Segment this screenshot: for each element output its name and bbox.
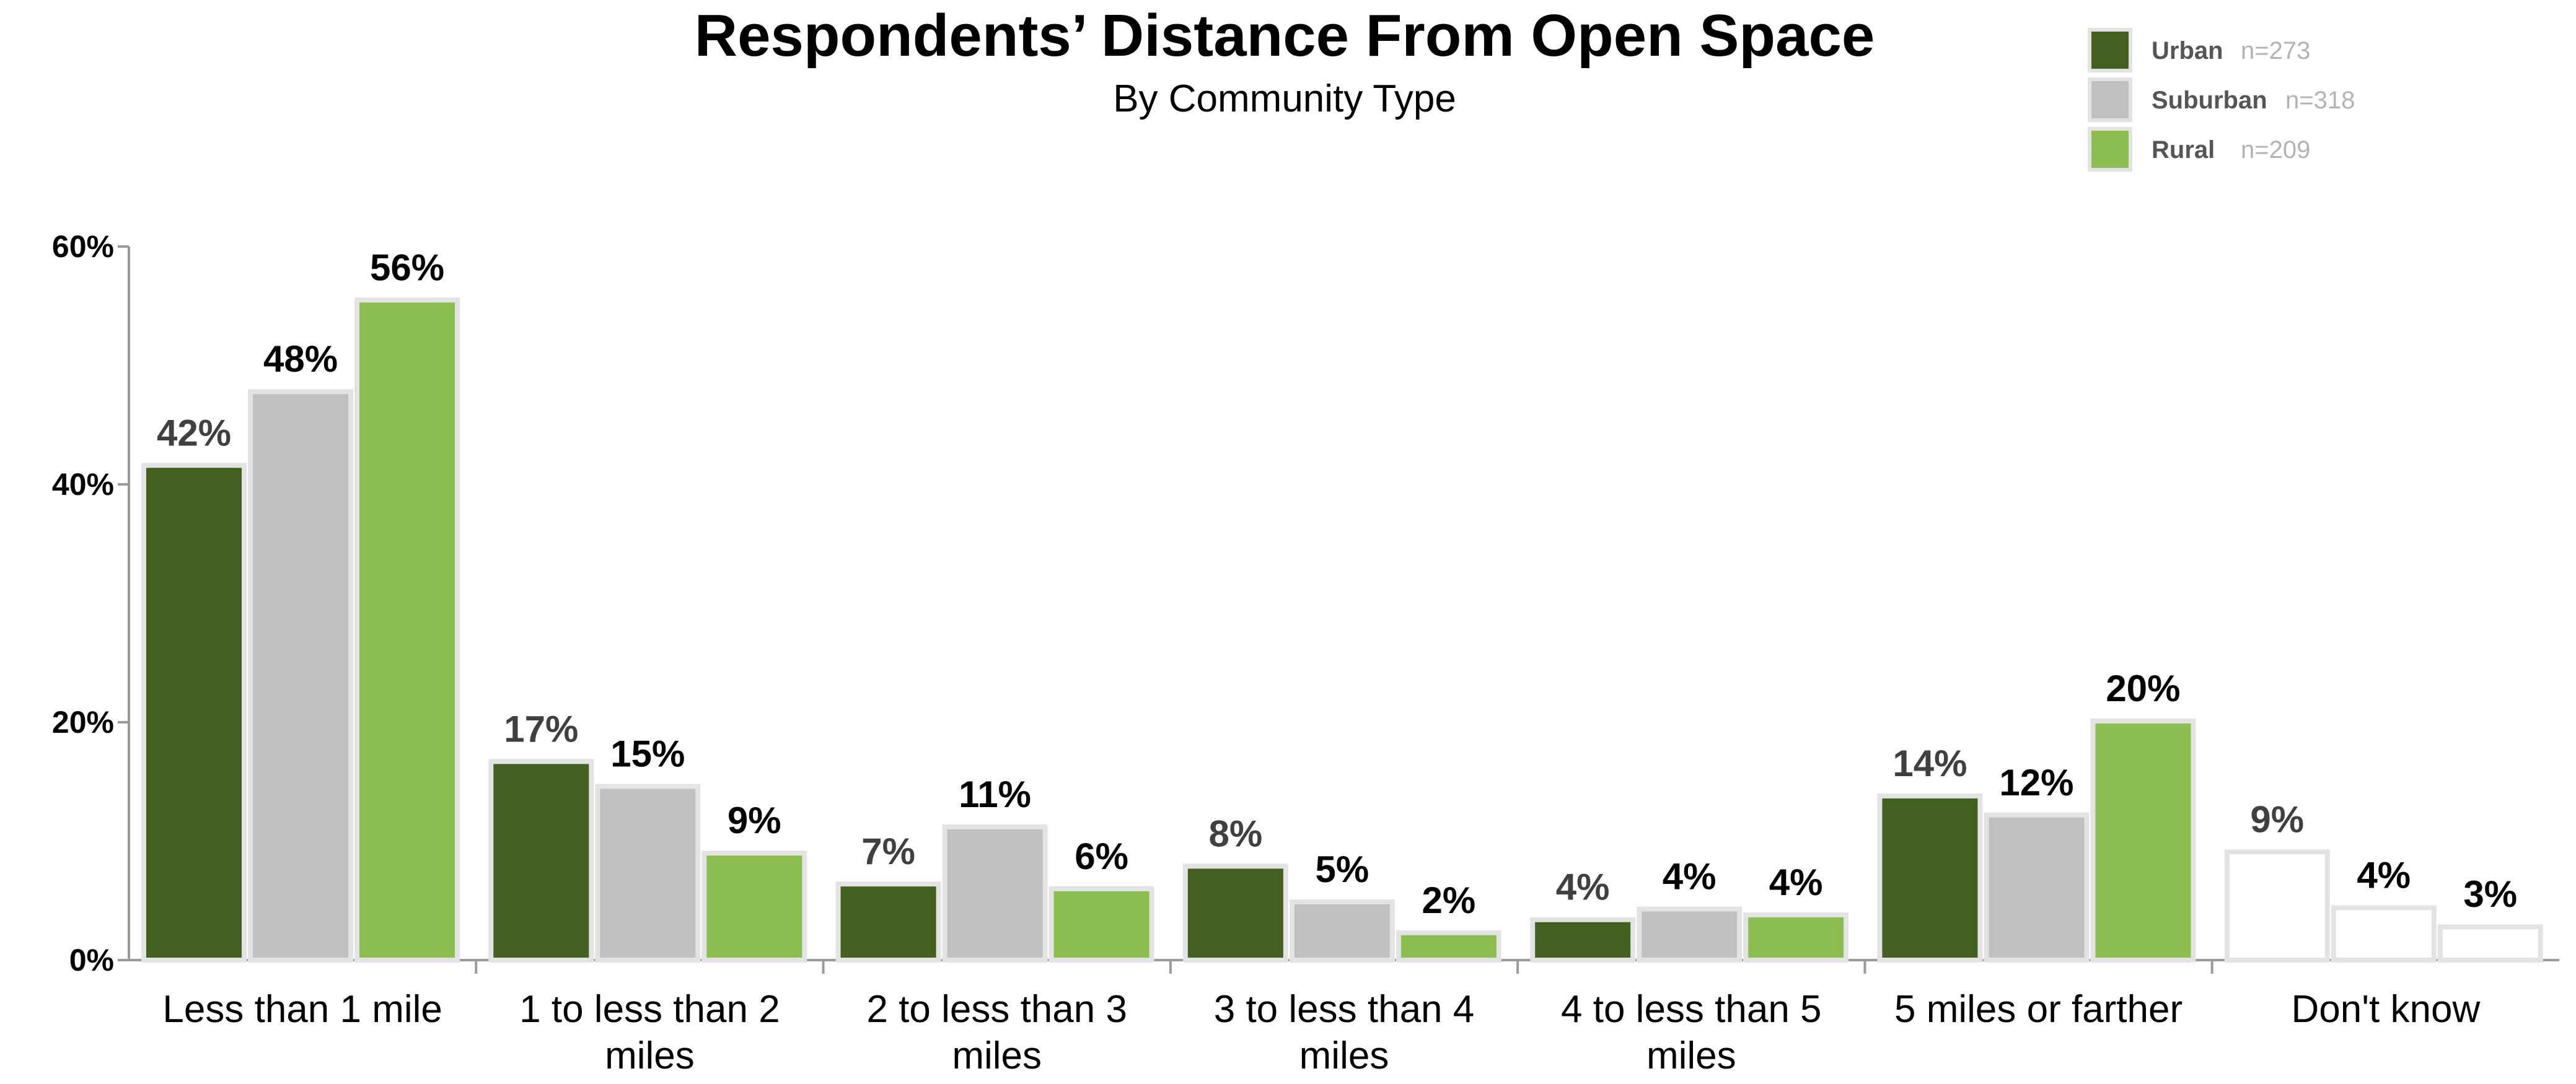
data-label: 12% [1999,762,2073,803]
bar-rural [701,850,807,963]
bar-urban [1530,917,1636,963]
bar-suburban [1637,906,1743,963]
bar-suburban [595,784,701,963]
data-label: 9% [2250,798,2304,840]
bar-suburban [248,389,353,963]
x-tick-label: miles [952,1034,1042,1077]
legend-swatch-suburban [2088,77,2132,122]
data-label: 48% [263,338,338,380]
bar-urban [1182,863,1288,963]
x-tick-label: 3 to less than 4 [1214,988,1475,1031]
x-tick-label: Don't know [2291,988,2480,1031]
axes: 0% 20% 40% 60% Less than 1 mile 1 to less tha… [52,229,2559,1077]
bar-suburban [2331,905,2437,963]
data-label: 2% [1422,880,1475,921]
y-tick-label: 40% [52,467,114,502]
bar-urban [488,759,594,963]
bar-rural [2090,719,2196,963]
data-label: 4% [1769,862,1823,903]
data-label: 17% [504,708,578,750]
x-tick-label: miles [1646,1034,1736,1077]
x-tick-label: miles [605,1034,695,1077]
data-label: 15% [610,733,685,775]
bar-urban [835,881,941,963]
y-tick-label: 20% [52,705,114,740]
data-label: 8% [1208,813,1262,854]
x-tick-label: 1 to less than 2 [519,988,780,1031]
data-label: 20% [2106,668,2180,709]
x-tick-label: 2 to less than 3 [866,988,1127,1031]
bar-urban [1877,793,1983,963]
legend-sample-size: n=209 [2241,136,2310,164]
legend-sample-size: n=273 [2241,37,2310,64]
data-label: 56% [370,247,444,288]
y-tick-label: 60% [52,229,114,264]
bar-rural [2437,924,2543,963]
x-tick-label: Less than 1 mile [162,988,442,1031]
data-label: 7% [861,831,915,872]
x-tick-label: 4 to less than 5 [1561,988,1822,1031]
chart-subtitle: By Community Type [1113,77,1456,120]
bar-urban [141,463,247,963]
bar-suburban [942,824,1048,963]
data-label: 5% [1315,849,1369,890]
bar-rural [1743,912,1849,963]
legend-label: Suburban [2152,87,2267,114]
bar-urban [2224,849,2330,963]
bar-rural [1048,886,1154,963]
legend-swatch-rural [2088,127,2132,172]
data-label: 14% [1892,743,1967,784]
data-label: 6% [1075,836,1128,877]
data-label: 4% [1663,855,1717,897]
legend-label: Urban [2152,37,2223,64]
bar-suburban [1289,899,1395,963]
data-label: 3% [2463,873,2517,915]
data-label: 42% [157,412,231,453]
legend-sample-size: n=318 [2285,87,2355,114]
legend-label: Rural [2152,136,2215,164]
x-tick-label: miles [1299,1034,1389,1077]
legend: Urban n=273 Suburban n=318 Rural n=209 [2088,28,2355,172]
data-labels: 42% 48% 56% 17% 15% 9% 7% 11% 6% 8% 5% 2% 4% 4% 4% 14% 1… [157,247,2517,920]
bars [141,297,2543,963]
bar-rural [1396,930,1501,963]
x-tick-label: 5 miles or farther [1894,988,2183,1031]
data-label: 9% [728,800,781,841]
chart-title: Respondents’ Distance From Open Space [695,2,1875,69]
y-tick-label: 0% [69,943,114,977]
data-label: 11% [959,774,1031,815]
legend-swatch-urban [2088,28,2132,72]
data-label: 4% [1556,867,1610,908]
data-label: 4% [2357,855,2411,896]
bar-suburban [1984,812,2090,963]
bar-rural [354,297,460,963]
